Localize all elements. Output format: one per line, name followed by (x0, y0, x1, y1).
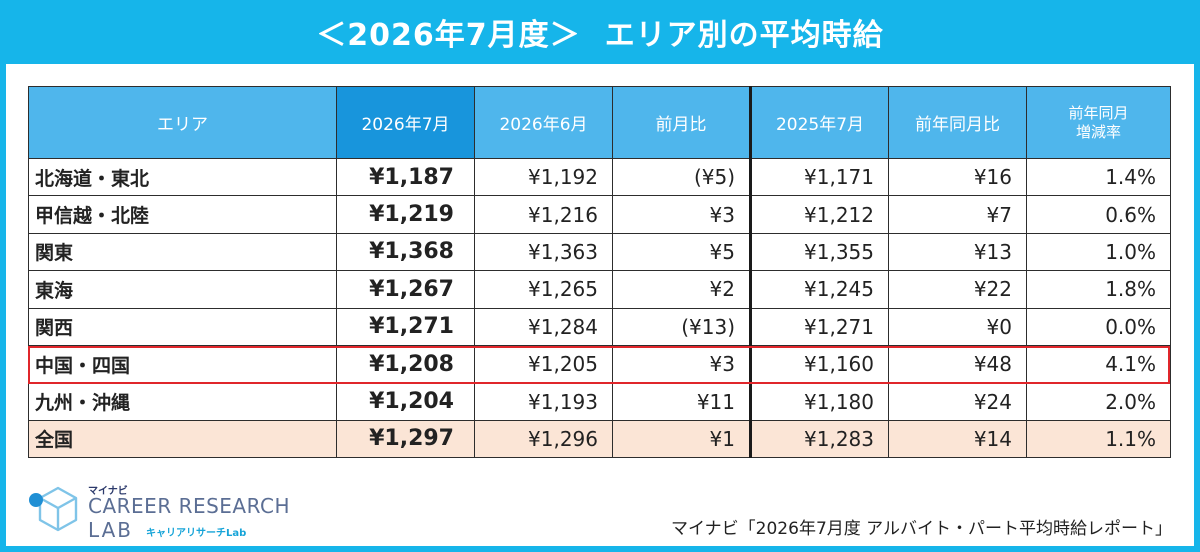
mom-cell: ¥3 (612, 195, 751, 234)
area-cell: 全国 (28, 419, 337, 459)
title-banner: ＜2026年7月度＞ エリア別の平均時給 (0, 0, 1200, 64)
logo-line2: LAB (88, 518, 134, 542)
wage-table: エリア 2026年7月 2026年6月 前月比 2025年7月 前年同月比 前年… (28, 86, 1171, 459)
jul2025-cell: ¥1,171 (749, 157, 889, 197)
table-row: 北海道・東北 ¥1,187 ¥1,192 (¥5) ¥1,171 ¥16 1.4% (28, 157, 1171, 197)
table-row: 東海 ¥1,267 ¥1,265 ¥2 ¥1,245 ¥22 1.8% (28, 270, 1171, 309)
mom-cell: (¥13) (612, 307, 751, 346)
area-cell: 北海道・東北 (28, 157, 337, 197)
jul2025-cell: ¥1,212 (749, 195, 889, 234)
table-row: 中国・四国 ¥1,208 ¥1,205 ¥3 ¥1,160 ¥48 4.1% (28, 344, 1171, 384)
jun2026-cell: ¥1,193 (474, 382, 613, 421)
yoy-rate-cell: 1.4% (1026, 157, 1171, 197)
jul2025-cell: ¥1,180 (749, 382, 889, 421)
jun2026-cell: ¥1,216 (474, 195, 613, 234)
mom-cell: ¥3 (612, 344, 751, 384)
yoy-rate-cell: 1.0% (1026, 232, 1171, 272)
header-mom: 前月比 (612, 86, 751, 159)
yoy-rate-cell: 1.1% (1026, 419, 1171, 459)
yoy-cell: ¥7 (888, 195, 1027, 234)
jun2026-cell: ¥1,205 (474, 344, 613, 384)
yoy-rate-cell: 1.8% (1026, 270, 1171, 309)
banner-title: エリア別の平均時給 (604, 18, 884, 53)
header-jul2026: 2026年7月 (336, 86, 475, 159)
jun2026-cell: ¥1,192 (474, 157, 613, 197)
jun2026-cell: ¥1,284 (474, 307, 613, 346)
jul2026-cell: ¥1,297 (336, 419, 475, 459)
banner-period: ＜2026年7月度＞ (316, 18, 581, 53)
area-cell: 関西 (28, 307, 337, 346)
area-cell: 関東 (28, 232, 337, 272)
header-yoy-rate-line2: 増減率 (1075, 122, 1121, 141)
mom-cell: ¥2 (612, 270, 751, 309)
mom-cell: ¥11 (612, 382, 751, 421)
jul2025-cell: ¥1,355 (749, 232, 889, 272)
yoy-rate-cell: 4.1% (1026, 344, 1171, 384)
jul2026-cell: ¥1,267 (336, 270, 475, 309)
jul2026-cell: ¥1,208 (336, 344, 475, 384)
jul2025-cell: ¥1,283 (749, 419, 889, 459)
jun2026-cell: ¥1,363 (474, 232, 613, 272)
yoy-cell: ¥13 (888, 232, 1027, 272)
jul2025-cell: ¥1,245 (749, 270, 889, 309)
jun2026-cell: ¥1,265 (474, 270, 613, 309)
table-header-row: エリア 2026年7月 2026年6月 前月比 2025年7月 前年同月比 前年… (28, 86, 1171, 159)
table-row: 関東 ¥1,368 ¥1,363 ¥5 ¥1,355 ¥13 1.0% (28, 232, 1171, 272)
area-cell: 東海 (28, 270, 337, 309)
yoy-cell: ¥0 (888, 307, 1027, 346)
yoy-cell: ¥16 (888, 157, 1027, 197)
yoy-rate-cell: 0.6% (1026, 195, 1171, 234)
cube-logo-icon (29, 486, 78, 532)
yoy-cell: ¥48 (888, 344, 1027, 384)
logo-kana: マイナビ (88, 486, 128, 497)
jun2026-cell: ¥1,296 (474, 419, 613, 459)
logo-line1: CAREER RESEARCH (88, 494, 291, 518)
header-area: エリア (28, 86, 337, 159)
yoy-cell: ¥22 (888, 270, 1027, 309)
yoy-cell: ¥14 (888, 419, 1027, 459)
jul2026-cell: ¥1,219 (336, 195, 475, 234)
table-row: 甲信越・北陸 ¥1,219 ¥1,216 ¥3 ¥1,212 ¥7 0.6% (28, 195, 1171, 234)
header-yoy-rate: 前年同月 増減率 (1026, 86, 1171, 159)
jul2025-cell: ¥1,271 (749, 307, 889, 346)
table-row: 九州・沖縄 ¥1,204 ¥1,193 ¥11 ¥1,180 ¥24 2.0% (28, 382, 1171, 421)
mom-cell: ¥1 (612, 419, 751, 459)
area-cell: 中国・四国 (28, 344, 337, 384)
header-yoy-rate-line1: 前年同月 (1068, 103, 1129, 122)
logo-subtitle: キャリアリサーチLab (146, 528, 247, 539)
area-cell: 九州・沖縄 (28, 382, 337, 421)
mom-cell: ¥5 (612, 232, 751, 272)
table-row-total: 全国 ¥1,297 ¥1,296 ¥1 ¥1,283 ¥14 1.1% (28, 419, 1171, 459)
jul2026-cell: ¥1,204 (336, 382, 475, 421)
jul2025-cell: ¥1,160 (749, 344, 889, 384)
yoy-rate-cell: 2.0% (1026, 382, 1171, 421)
header-jul2025: 2025年7月 (749, 86, 889, 159)
source-note: マイナビ「2026年7月度 アルバイト・パート平均時給レポート」 (671, 519, 1172, 539)
yoy-cell: ¥24 (888, 382, 1027, 421)
yoy-rate-cell: 0.0% (1026, 307, 1171, 346)
header-yoy: 前年同月比 (888, 86, 1027, 159)
header-jun2026: 2026年6月 (474, 86, 613, 159)
jul2026-cell: ¥1,187 (336, 157, 475, 197)
jul2026-cell: ¥1,368 (336, 232, 475, 272)
jul2026-cell: ¥1,271 (336, 307, 475, 346)
mom-cell: (¥5) (612, 157, 751, 197)
table-row: 関西 ¥1,271 ¥1,284 (¥13) ¥1,271 ¥0 0.0% (28, 307, 1171, 346)
area-cell: 甲信越・北陸 (28, 195, 337, 234)
